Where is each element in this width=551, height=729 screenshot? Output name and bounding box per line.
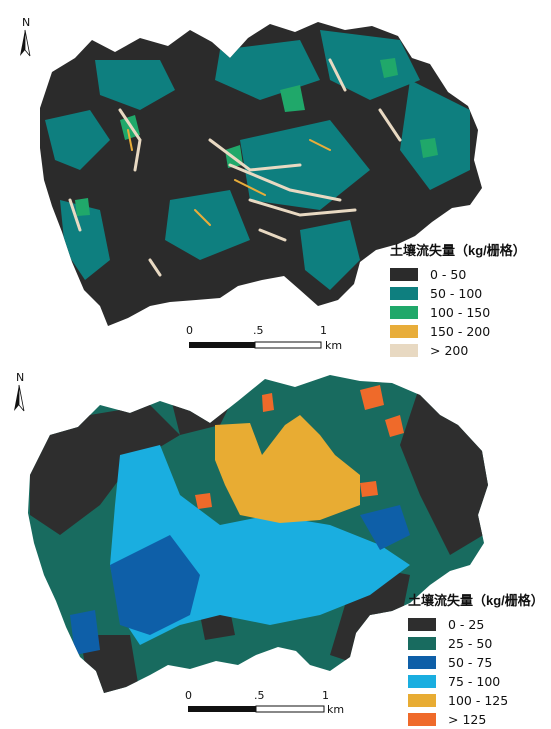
scale-tick-half: .5 [253,324,264,337]
top-map-raster [40,22,482,326]
north-arrow-icon: N [20,16,31,57]
legend-item: 0 - 25 [408,615,544,634]
legend-title: 土壤流失量（kg/栅格） [408,593,544,608]
soil-loss-map-bottom: N 0 .5 1 km 土壤流失量（kg/栅格） 0 - 25 25 - 50 … [0,365,551,729]
scale-bar: 0 .5 1 km [185,689,344,716]
legend-top: 土壤流失量（kg/栅格） 0 - 50 50 - 100 100 - 150 1… [390,240,526,360]
legend-item: 75 - 100 [408,672,544,691]
scale-unit: km [325,339,342,352]
scale-unit: km [327,703,344,716]
legend-item: 25 - 50 [408,634,544,653]
scale-tick-0: 0 [186,324,193,337]
soil-loss-map-top: N 0 .5 1 km 土壤流失量（kg/栅格） 0 - 50 50 - 100… [0,0,551,360]
north-label: N [16,371,24,384]
legend-item: > 125 [408,710,544,729]
north-label: N [22,16,30,29]
scale-bar: 0 .5 1 km [186,324,342,352]
scale-tick-half: .5 [254,689,265,702]
north-arrow-icon: N [14,371,25,412]
map-canvas-top: N 0 .5 1 km [20,16,482,352]
scale-tick-1: 1 [322,689,329,702]
legend-title: 土壤流失量（kg/栅格） [390,243,526,258]
legend-item: 0 - 50 [390,265,526,284]
scale-tick-0: 0 [185,689,192,702]
legend-bottom: 土壤流失量（kg/栅格） 0 - 25 25 - 50 50 - 75 75 -… [408,590,544,729]
legend-item: 50 - 75 [408,653,544,672]
legend-item: > 200 [390,341,526,360]
legend-item: 150 - 200 [390,322,526,341]
legend-item: 100 - 150 [390,303,526,322]
scale-tick-1: 1 [320,324,327,337]
legend-item: 50 - 100 [390,284,526,303]
legend-item: 100 - 125 [408,691,544,710]
